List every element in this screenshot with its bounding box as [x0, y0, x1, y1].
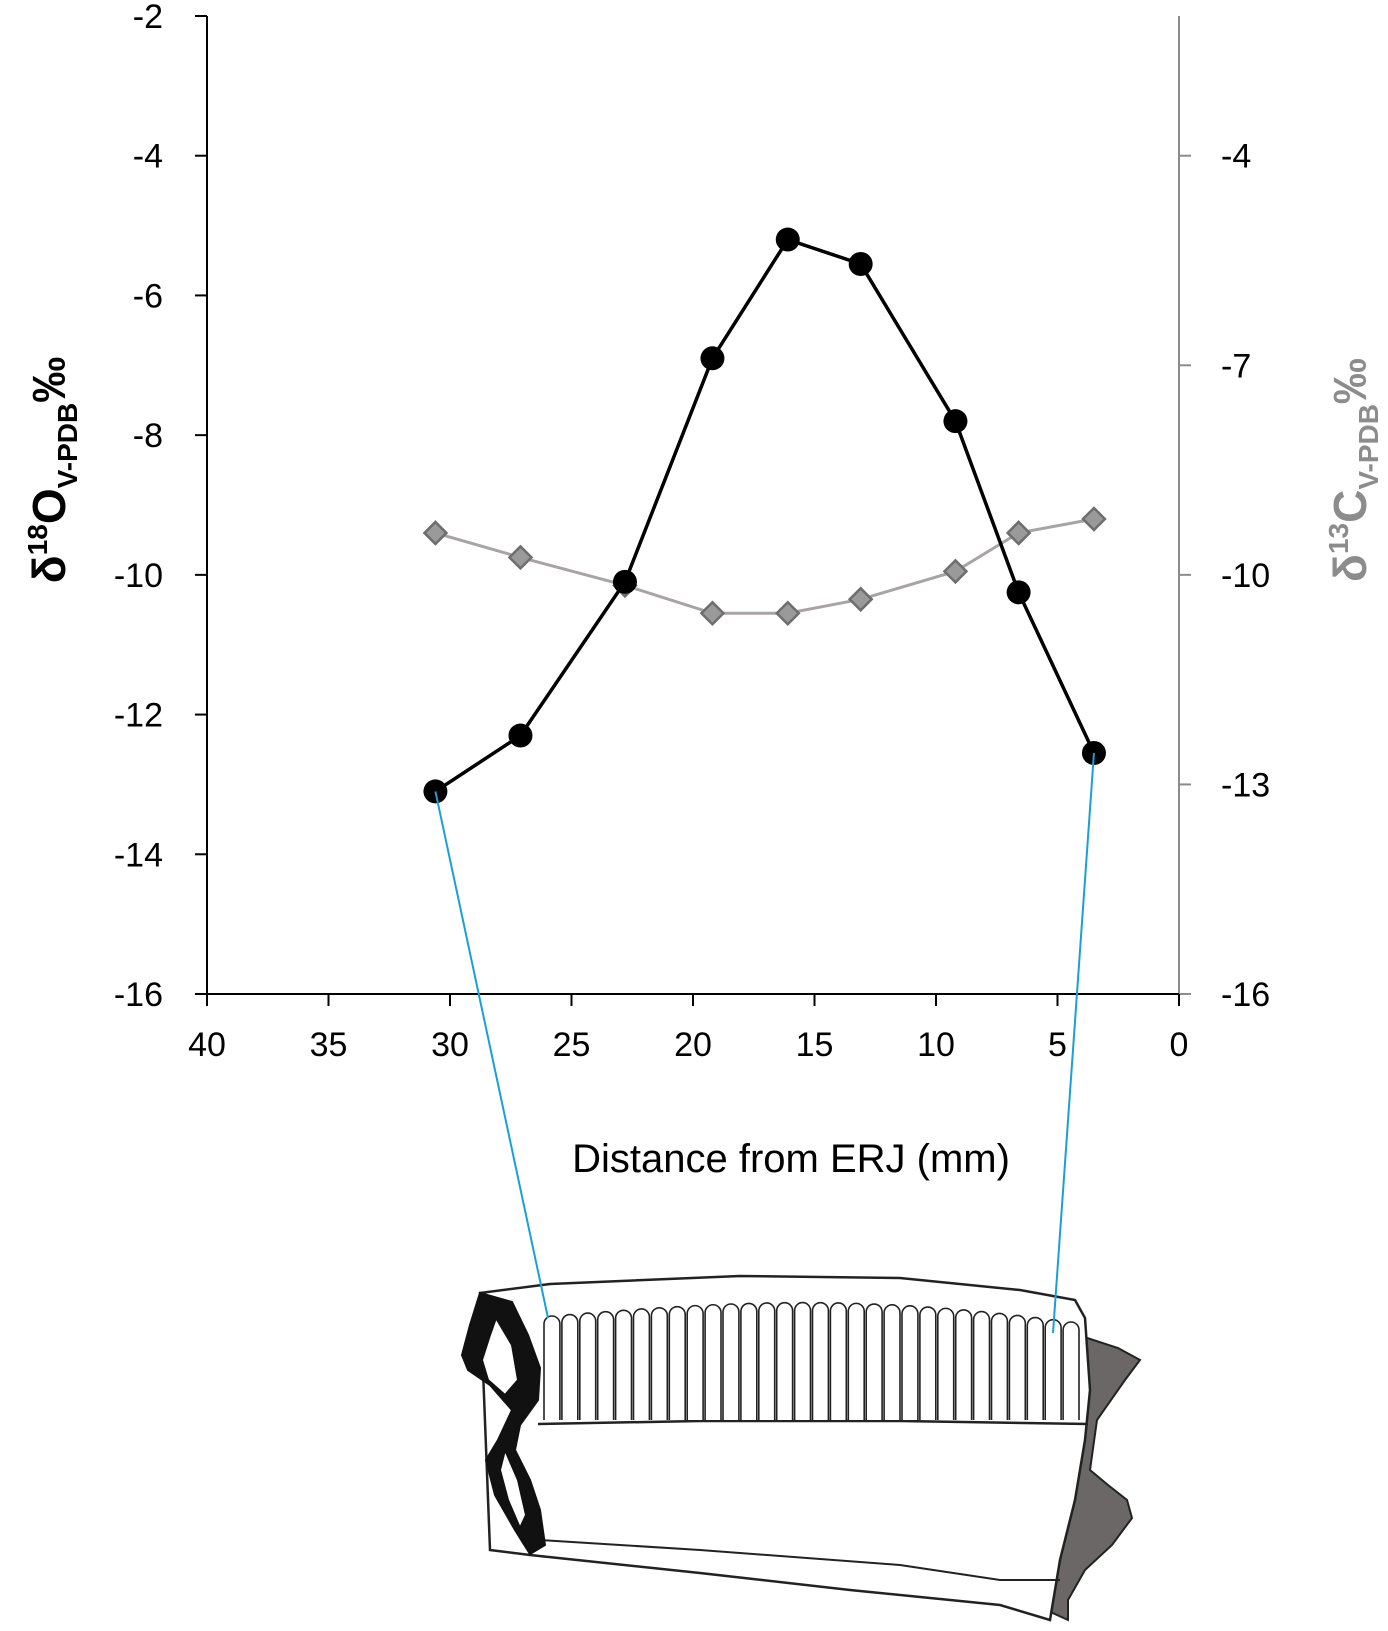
- x-tick-label: 25: [553, 1026, 591, 1064]
- carbon-data-point: [942, 558, 969, 585]
- enamel-sample-strip: [990, 1312, 1009, 1420]
- x-tick-label: 15: [796, 1026, 834, 1064]
- y-right-label-delta: δ: [1324, 554, 1376, 582]
- y-right-tick-label: -4: [1221, 138, 1251, 176]
- y-left-tick-label: -12: [114, 697, 163, 735]
- enamel-sample-strip: [901, 1305, 919, 1420]
- enamel-sample-strip: [704, 1304, 722, 1420]
- enamel-sample-strip: [775, 1301, 794, 1420]
- left-axis-ticks: -2 -4 -6 -8 -10 -12 -14 -16: [114, 0, 207, 1014]
- connector-line-left: [434, 791, 549, 1319]
- carbon-data-point: [775, 600, 801, 627]
- enamel-sample-strip: [543, 1315, 561, 1420]
- y-left-label-delta: δ: [23, 555, 75, 583]
- y-right-tick-label: -13: [1221, 766, 1270, 804]
- y-left-tick-label: -8: [133, 417, 163, 455]
- y-right-label-element: C: [1324, 490, 1376, 523]
- svg-text:δ18OV-PDB‰: δ18OV-PDB‰: [22, 357, 83, 583]
- enamel-sample-strip: [596, 1310, 615, 1420]
- enamel-sample-strip: [740, 1302, 758, 1420]
- x-tick-label: 10: [917, 1026, 955, 1064]
- enamel-sample-strip: [847, 1302, 865, 1420]
- enamel-sample-strip: [919, 1306, 937, 1420]
- x-tick-label: 30: [431, 1026, 469, 1064]
- sampling-connector-lines: [434, 752, 1095, 1334]
- enamel-sample-strip: [561, 1313, 579, 1420]
- oxygen-data-point: [508, 723, 533, 748]
- y-right-tick-label: -16: [1221, 976, 1270, 1014]
- carbon-data-point: [422, 520, 449, 546]
- enamel-sample-strip: [937, 1307, 955, 1420]
- enamel-sample-strips: [543, 1301, 1080, 1420]
- y-left-label-sup: 18: [22, 524, 53, 555]
- y-left-tick-label: -14: [114, 836, 163, 874]
- enamel-sample-strip: [865, 1303, 883, 1420]
- right-axis-ticks: -4 -7 -10 -13 -16: [1179, 138, 1270, 1014]
- series-layer: [422, 227, 1107, 804]
- enamel-sample-strip: [793, 1301, 812, 1420]
- y-right-axis-label: δ13CV-PDB‰: [1323, 358, 1384, 582]
- oxygen-data-point: [848, 251, 873, 276]
- carbon-data-point: [847, 586, 874, 613]
- y-right-label-unit: ‰: [1324, 358, 1376, 404]
- y-left-tick-label: -4: [133, 138, 163, 176]
- enamel-sample-strip: [829, 1302, 848, 1420]
- carbon-data-point: [1005, 520, 1032, 546]
- connector-line-right: [1052, 752, 1095, 1334]
- y-left-axis-label: δ18OV-PDB‰: [22, 357, 83, 583]
- oxygen-data-point: [700, 346, 725, 371]
- enamel-sample-strip: [686, 1304, 704, 1420]
- y-left-label-unit: ‰: [23, 357, 75, 403]
- y-right-tick-label: -10: [1221, 557, 1270, 595]
- enamel-sample-strip: [883, 1304, 901, 1420]
- enamel-sample-strip: [972, 1310, 991, 1420]
- enamel-sample-strip: [1026, 1316, 1044, 1420]
- enamel-sample-strip: [650, 1307, 669, 1420]
- enamel-sample-strip: [668, 1305, 686, 1420]
- svg-text:δ13CV-PDB‰: δ13CV-PDB‰: [1323, 358, 1384, 582]
- y-left-label-sub: V-PDB: [52, 403, 83, 489]
- y-right-tick-label: -7: [1221, 347, 1251, 385]
- enamel-sample-strip: [758, 1302, 776, 1420]
- enamel-sample-strip: [811, 1301, 830, 1420]
- enamel-sample-strip: [1044, 1318, 1062, 1420]
- x-axis-ticks: 40 35 30 25 20 15 10 5 0: [188, 994, 1188, 1064]
- oxygen-series-line: [434, 237, 1096, 793]
- enamel-sample-strip: [579, 1312, 597, 1420]
- tooth-illustration: [460, 1274, 1142, 1622]
- enamel-sample-strip: [614, 1309, 633, 1420]
- oxygen-data-point: [943, 409, 968, 434]
- y-right-label-sup: 13: [1323, 523, 1354, 554]
- tooth-enamel-lower-line: [537, 1419, 1089, 1426]
- enamel-sample-strip: [1062, 1321, 1080, 1420]
- x-axis-label: Distance from ERJ (mm): [572, 1137, 1010, 1181]
- y-left-tick-label: -6: [133, 277, 163, 315]
- axes: [206, 16, 1180, 995]
- enamel-sample-strip: [1008, 1314, 1027, 1420]
- y-left-tick-label: -2: [133, 0, 163, 36]
- carbon-data-point: [1081, 506, 1107, 532]
- y-left-tick-label: -10: [114, 557, 163, 595]
- carbon-data-point: [699, 600, 726, 627]
- enamel-sample-strip: [954, 1309, 973, 1420]
- x-tick-label: 35: [310, 1026, 348, 1064]
- oxygen-data-point: [1006, 580, 1031, 605]
- oxygen-data-point: [775, 227, 800, 252]
- carbon-data-point: [507, 544, 534, 571]
- enamel-sample-strip: [632, 1308, 651, 1420]
- enamel-sample-strip: [722, 1303, 740, 1420]
- tooth-left-edge-inner: [480, 1315, 528, 1531]
- y-left-tick-label: -16: [114, 976, 163, 1014]
- tooth-root-line: [539, 1539, 1060, 1581]
- y-left-label-element: O: [23, 488, 75, 524]
- y-right-label-sub: V-PDB: [1353, 404, 1384, 490]
- x-tick-label: 5: [1048, 1026, 1067, 1064]
- x-tick-label: 0: [1170, 1026, 1189, 1064]
- x-tick-label: 20: [674, 1026, 712, 1064]
- x-tick-label: 40: [188, 1026, 226, 1064]
- oxygen-data-point: [612, 569, 637, 594]
